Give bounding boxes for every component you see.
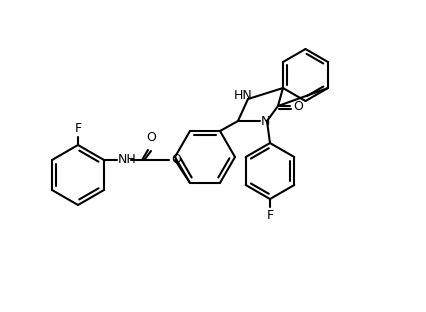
Text: O: O [292, 100, 302, 113]
Text: HN: HN [233, 89, 252, 101]
Text: O: O [146, 131, 155, 144]
Text: NH: NH [118, 154, 136, 167]
Text: N: N [260, 115, 270, 128]
Text: O: O [170, 154, 181, 167]
Text: F: F [266, 209, 273, 222]
Text: F: F [74, 122, 81, 135]
